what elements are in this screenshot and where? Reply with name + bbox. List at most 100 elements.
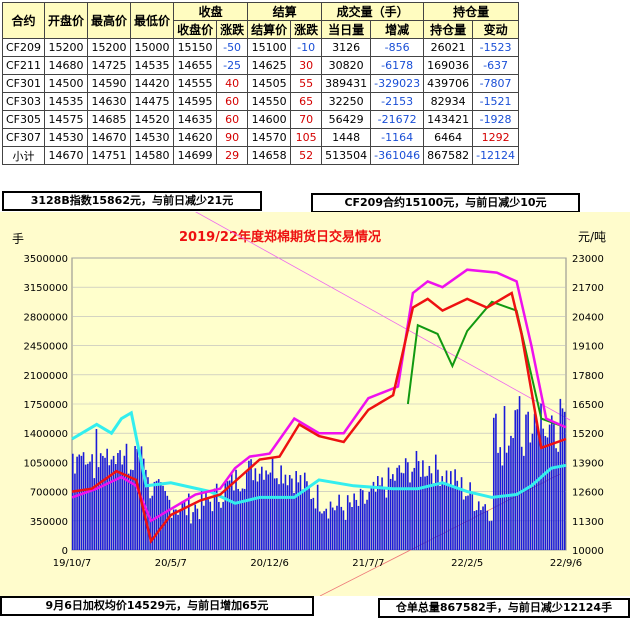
table-cell: 389431: [321, 74, 372, 93]
volume-bar: [364, 503, 366, 550]
left-tick-label: 1750000: [23, 400, 68, 411]
table-cell: 14670: [44, 146, 89, 165]
volume-bar: [525, 414, 527, 550]
table-cell: 52: [290, 146, 323, 165]
table-cell: 14500: [44, 74, 89, 93]
table-cell: 14699: [173, 146, 218, 165]
volume-bar: [276, 478, 278, 550]
volume-bar: [282, 483, 285, 550]
table-cell: -856: [370, 38, 425, 57]
col-oi: 持仓量: [423, 20, 474, 39]
x-tick-label: 22/9/6: [550, 558, 582, 569]
table-cell: 6464: [423, 128, 474, 147]
table-cell: 15200: [87, 38, 132, 57]
left-tick-label: 3500000: [23, 254, 68, 265]
volume-bar: [91, 454, 93, 550]
table-cell: 55: [290, 74, 323, 93]
volume-bar: [439, 485, 441, 550]
table-cell: 143421: [423, 110, 474, 129]
volume-bar: [546, 437, 549, 550]
volume-bar: [119, 450, 121, 550]
col-open: 开盘价: [44, 2, 89, 39]
volume-bar: [239, 491, 242, 550]
volume-bar: [340, 506, 343, 550]
volume-bar: [284, 474, 287, 550]
volume-bar: [441, 476, 444, 550]
table-cell: 14685: [87, 110, 132, 129]
table-cell: -50: [216, 38, 249, 57]
table-cell: 3126: [321, 38, 372, 57]
volume-bar: [228, 480, 231, 550]
volume-bar: [224, 482, 227, 550]
table-cell: CF301: [1, 74, 46, 93]
left-tick-label: 350000: [30, 517, 68, 528]
volume-bar: [505, 452, 508, 550]
volume-bar: [235, 469, 237, 550]
volume-bar: [261, 466, 263, 550]
volume-bar: [411, 471, 413, 550]
table-cell: 14725: [87, 56, 132, 75]
volume-bar: [460, 477, 463, 550]
volume-bar: [248, 460, 250, 550]
volume-bar: [76, 456, 78, 550]
left-unit: 手: [12, 232, 24, 246]
volume-bar: [108, 465, 111, 550]
volume-bar: [359, 488, 362, 550]
table-cell: 14670: [87, 128, 132, 147]
x-tick-label: 22/2/5: [451, 558, 483, 569]
volume-bar: [538, 436, 540, 550]
volume-bar: [424, 476, 426, 550]
volume-bar: [396, 467, 398, 550]
volume-bar: [155, 480, 158, 550]
volume-bar: [437, 469, 439, 550]
table-row: CF307 14530 14670 14530 14620 90 14570 105 1448-…: [1, 128, 520, 147]
right-tick-label: 10000: [572, 546, 604, 557]
volume-bar: [404, 458, 407, 550]
high-price-line: [71, 268, 567, 523]
volume-bar: [162, 485, 164, 550]
volume-bar: [467, 495, 469, 550]
volume-bar: [269, 472, 272, 550]
volume-bar: [327, 518, 330, 550]
volume-bar: [138, 457, 141, 550]
volume-bar: [220, 507, 222, 550]
volume-bar: [510, 435, 512, 550]
volume-bar: [499, 447, 502, 550]
volume-bar: [218, 501, 220, 550]
volume-bar: [297, 482, 300, 550]
volume-bar: [344, 519, 347, 550]
table-cell: CF211: [1, 56, 46, 75]
volume-bar: [175, 509, 177, 550]
left-tick-label: 1400000: [23, 429, 68, 440]
volume-bar: [550, 415, 553, 550]
left-tick-label: 2100000: [23, 371, 68, 382]
table-cell: 14535: [44, 92, 89, 111]
volume-bar: [321, 513, 323, 550]
volume-bar: [488, 521, 491, 550]
table-cell: -25: [216, 56, 249, 75]
volume-bar: [501, 465, 504, 550]
volume-bar: [151, 495, 154, 550]
volume-bar: [194, 504, 197, 550]
volume-bar: [329, 501, 332, 550]
volume-bar: [323, 511, 325, 550]
volume-bar: [211, 511, 214, 550]
table-cell: 1292: [472, 128, 520, 147]
col-close: 收盘价: [173, 20, 218, 39]
volume-bar: [432, 483, 435, 550]
volume-bar: [452, 486, 454, 550]
avg-price-banner: 9月6日加权均价14529元，与前日增加65元: [0, 596, 314, 616]
volume-bar: [187, 493, 190, 550]
table-cell: -637: [472, 56, 520, 75]
col-volume-change: 增减: [370, 20, 425, 39]
volume-bar: [480, 510, 482, 550]
volume-bar: [170, 517, 173, 550]
volume-bar: [516, 409, 519, 550]
table-cell: -6178: [370, 56, 425, 75]
settle-price-line: [406, 300, 567, 429]
volume-bar: [207, 499, 209, 550]
left-tick-label: 3150000: [23, 283, 68, 294]
table-cell: 90: [216, 128, 249, 147]
volume-bar: [319, 511, 321, 550]
table-row: CF211 14680 14725 14535 14655 -25 14625 30 30820…: [1, 56, 520, 75]
